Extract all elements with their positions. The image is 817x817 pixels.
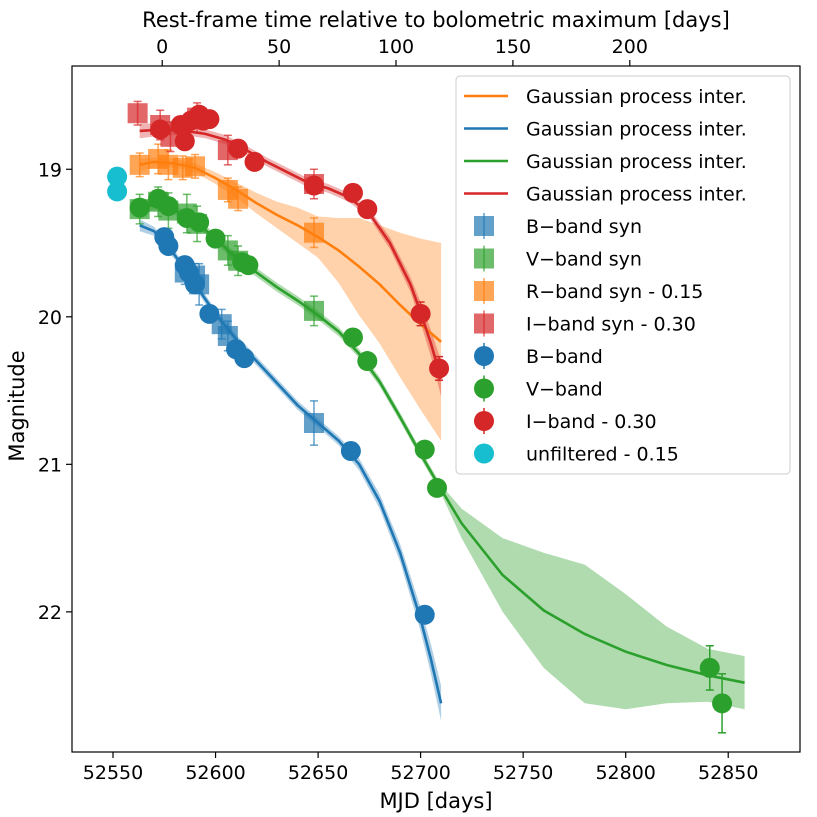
top-tick-label: 0 [156, 36, 168, 58]
legend-box [455, 75, 791, 475]
syn-point-B [303, 413, 324, 434]
y-tick-label: 20 [38, 307, 62, 329]
legend-label: Gaussian process inter. [526, 184, 747, 206]
phot-point-I [244, 151, 265, 172]
phot-point-I [150, 119, 171, 140]
y-axis-label: Magnitude [5, 350, 29, 461]
top-tick-label: 50 [267, 36, 291, 58]
legend-circle-marker [474, 378, 494, 399]
syn-point-V [303, 300, 324, 321]
phot-point-I [410, 303, 431, 324]
syn-point-I [127, 103, 148, 124]
x-tick-label: 52850 [698, 762, 758, 784]
legend-label: Gaussian process inter. [526, 86, 747, 108]
phot-point-B [185, 274, 206, 295]
x-tick-label: 52800 [595, 762, 655, 784]
plot-frame [71, 65, 801, 753]
phot-point-V [357, 351, 378, 372]
legend: Gaussian process inter. Gaussian process … [455, 75, 791, 475]
phot-point-unfiltered [107, 181, 128, 202]
syn-point-R [185, 156, 206, 177]
phot-point-B [234, 348, 255, 369]
gp-band-R [139, 157, 442, 441]
legend-label: V−band syn [526, 249, 642, 271]
phot-point-V [414, 439, 435, 460]
legend-label: B−band syn [526, 216, 642, 238]
phot-point-B [158, 235, 179, 256]
gp-band-V [139, 200, 745, 710]
phot-point-B [340, 441, 361, 462]
legend-circle-marker [474, 346, 494, 366]
phot-point-I [199, 109, 220, 130]
phot-point-I [342, 182, 363, 203]
legend-label: I−band syn - 0.30 [526, 314, 696, 336]
phot-point-B [199, 303, 220, 324]
x-axis-label: MJD [days] [379, 789, 492, 813]
x-tick-label: 52750 [493, 762, 553, 784]
x-tick-label: 52600 [185, 762, 245, 784]
legend-square-marker [474, 216, 494, 236]
syn-point-R [303, 222, 324, 243]
phot-point-I [357, 199, 378, 220]
phot-point-I [429, 358, 450, 379]
phot-point-V [189, 212, 210, 233]
phot-point-unfiltered [107, 166, 128, 187]
phot-point-I [174, 131, 195, 152]
phot-point-I [303, 175, 324, 196]
phot-point-V [342, 327, 363, 348]
phot-point-I [228, 138, 249, 159]
legend-circle-marker [474, 411, 494, 431]
y-tick-label: 22 [38, 602, 62, 624]
legend-square-marker [474, 248, 494, 269]
plot-area [107, 100, 745, 734]
x-tick-label: 52550 [83, 762, 143, 784]
syn-point-R [228, 188, 249, 209]
gp-band-I [139, 123, 442, 397]
top-tick-label: 100 [378, 36, 414, 58]
legend-label: unfiltered - 0.15 [526, 444, 679, 466]
legend-label: V−band [526, 379, 603, 401]
legend-label: B−band [526, 346, 603, 368]
legend-label: Gaussian process inter. [526, 151, 747, 173]
top-tick-label: 200 [612, 36, 648, 58]
legend-square-marker [474, 313, 494, 334]
legend-square-marker [474, 281, 494, 301]
phot-point-V [427, 477, 448, 498]
axes: 52550 52600 52650 52700 52750 52800 52850 0 50 10… [38, 36, 801, 784]
syn-point-R [129, 154, 150, 175]
phot-point-V [238, 255, 259, 276]
top-axis-label: Rest-frame time relative to bolometric m… [142, 8, 730, 32]
legend-circle-marker [474, 443, 494, 464]
legend-label: Gaussian process inter. [526, 119, 747, 141]
phot-point-V [205, 228, 226, 249]
y-tick-label: 21 [38, 454, 62, 476]
x-tick-label: 52700 [390, 762, 450, 784]
legend-label: R−band syn - 0.15 [526, 281, 703, 303]
phot-point-V [712, 693, 733, 714]
y-tick-label: 19 [38, 159, 62, 181]
phot-point-B [414, 604, 435, 625]
phot-point-V [699, 657, 720, 678]
top-tick-label: 150 [495, 36, 531, 58]
legend-label: I−band - 0.30 [526, 411, 657, 433]
x-tick-label: 52650 [288, 762, 348, 784]
phot-point-V [158, 196, 179, 217]
phot-point-V [129, 197, 150, 218]
